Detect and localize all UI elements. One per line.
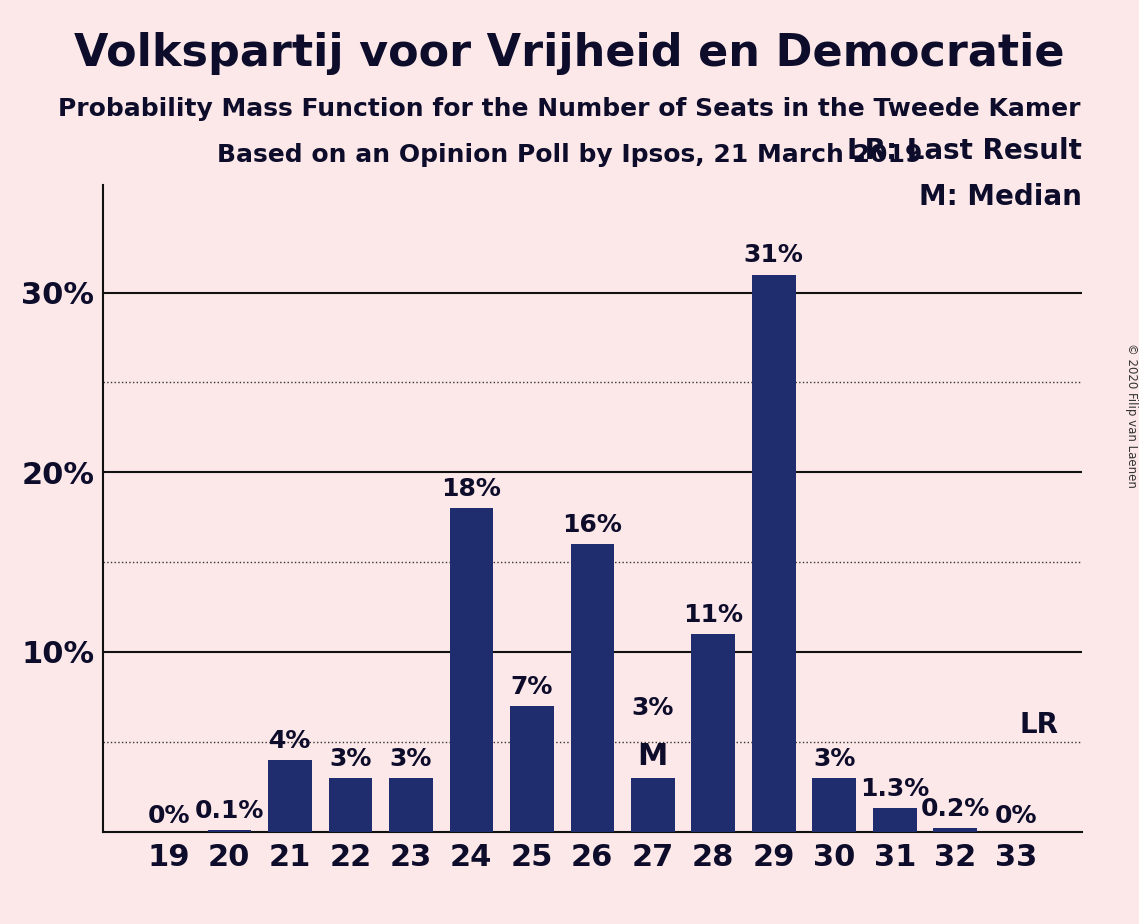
Text: 0.2%: 0.2% xyxy=(920,796,990,821)
Bar xyxy=(328,778,372,832)
Bar xyxy=(207,830,251,832)
Text: 0%: 0% xyxy=(994,804,1036,828)
Text: Probability Mass Function for the Number of Seats in the Tweede Kamer: Probability Mass Function for the Number… xyxy=(58,97,1081,121)
Text: 3%: 3% xyxy=(813,747,855,771)
Bar xyxy=(510,706,554,832)
Text: 1.3%: 1.3% xyxy=(860,777,929,801)
Bar xyxy=(631,778,674,832)
Text: Volkspartij voor Vrijheid en Democratie: Volkspartij voor Vrijheid en Democratie xyxy=(74,32,1065,76)
Bar xyxy=(872,808,917,832)
Text: 0%: 0% xyxy=(148,804,190,828)
Text: 31%: 31% xyxy=(744,243,804,267)
Bar xyxy=(752,274,795,832)
Text: 3%: 3% xyxy=(390,747,432,771)
Text: M: Median: M: Median xyxy=(919,183,1082,211)
Bar xyxy=(450,508,493,832)
Text: 7%: 7% xyxy=(510,675,552,699)
Text: © 2020 Filip van Laenen: © 2020 Filip van Laenen xyxy=(1124,344,1138,488)
Text: LR: Last Result: LR: Last Result xyxy=(847,138,1082,165)
Text: 4%: 4% xyxy=(269,728,311,752)
Bar xyxy=(268,760,312,832)
Bar xyxy=(390,778,433,832)
Text: M: M xyxy=(638,742,667,771)
Bar xyxy=(812,778,857,832)
Text: 3%: 3% xyxy=(329,747,371,771)
Bar xyxy=(571,544,614,832)
Text: 18%: 18% xyxy=(441,477,501,501)
Text: Based on an Opinion Poll by Ipsos, 21 March 2019: Based on an Opinion Poll by Ipsos, 21 Ma… xyxy=(216,143,923,167)
Bar xyxy=(691,634,735,832)
Bar xyxy=(934,828,977,832)
Text: 11%: 11% xyxy=(683,602,744,626)
Text: 16%: 16% xyxy=(563,513,622,537)
Text: 3%: 3% xyxy=(632,696,674,720)
Text: 0.1%: 0.1% xyxy=(195,798,264,822)
Text: LR: LR xyxy=(1019,711,1058,739)
